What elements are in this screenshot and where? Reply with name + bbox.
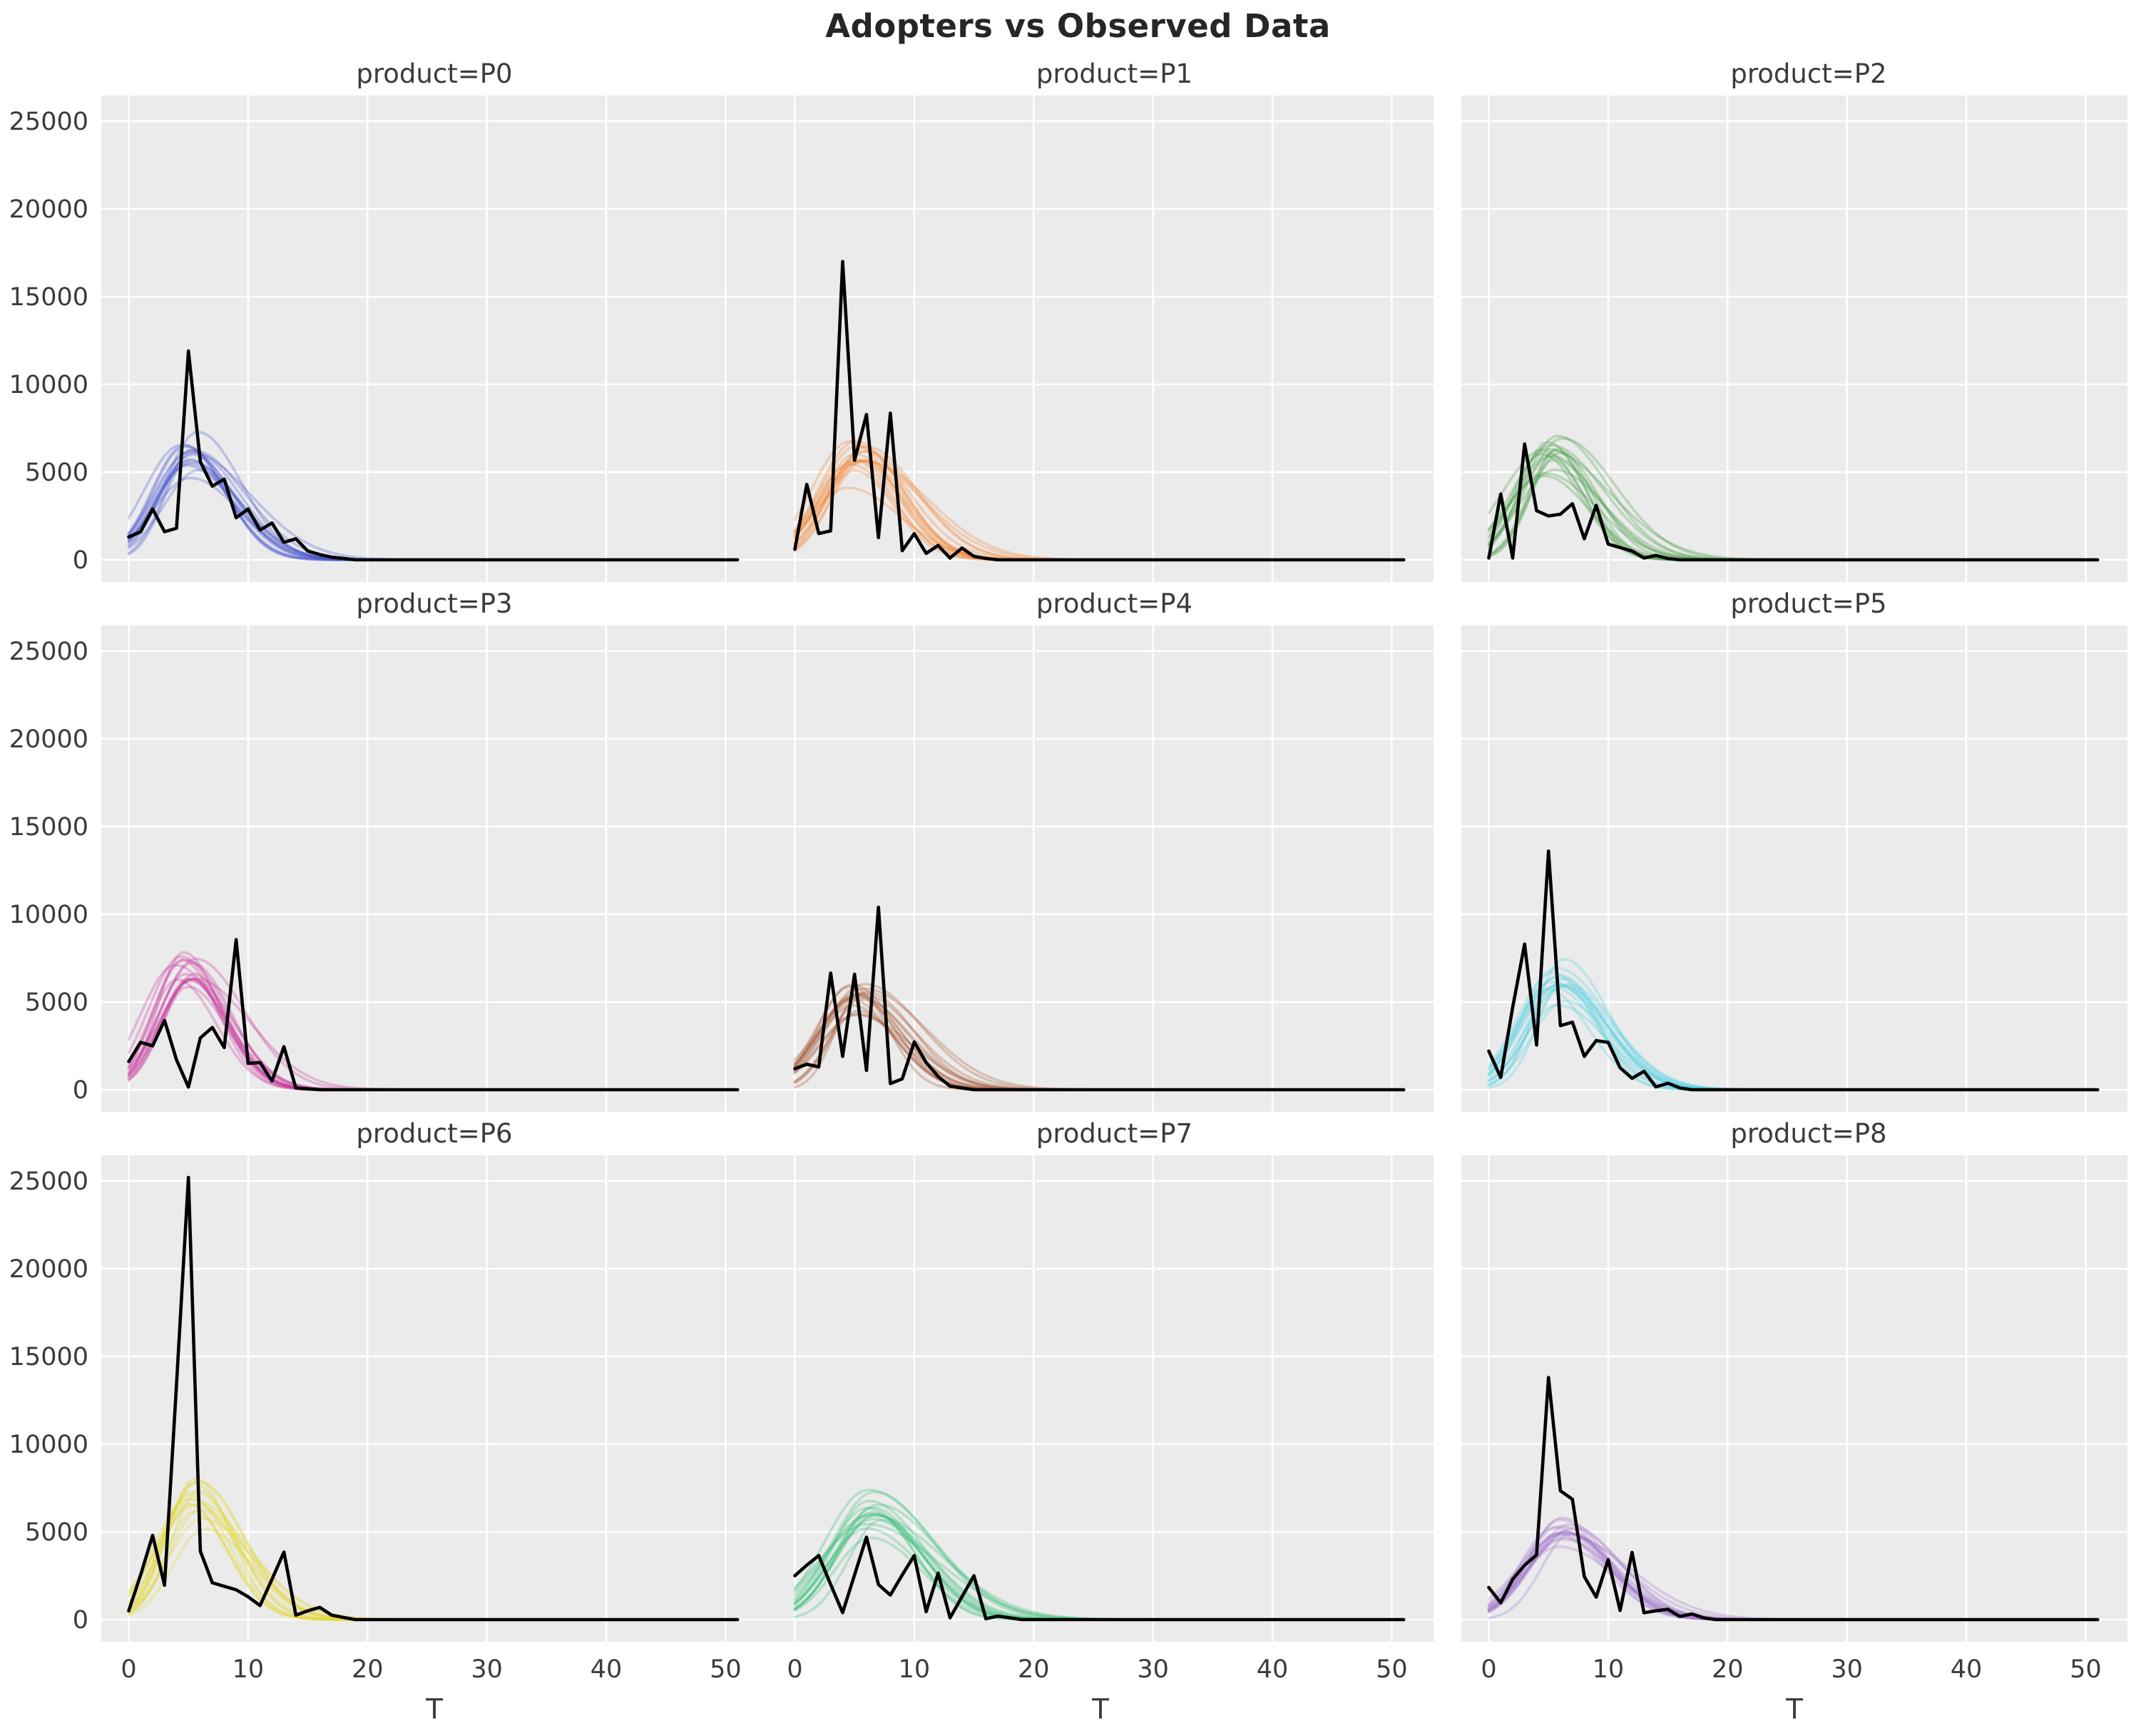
svg-text:50: 50 [1376,1655,1408,1684]
svg-text:20000: 20000 [9,1255,88,1284]
svg-text:30: 30 [1831,1655,1863,1684]
plot-product-P6: 0 5000 10000 15000 20000 25000 0 10 20 30 40 50 T [9,1155,767,1726]
panel-title-P5: product=P5 [1730,588,1887,619]
plot-product-P3: 0 5000 10000 15000 20000 25000 [9,625,767,1112]
figure-title: Adopters vs Observed Data [825,7,1331,45]
panel-product-P2: product=P2 [1461,52,2156,582]
svg-text:25000: 25000 [9,638,88,666]
svg-text:30: 30 [1137,1655,1169,1684]
panel-product-P0: product=P0 0 5000 10000 15000 20000 25000 [0,52,767,582]
facet-grid: product=P0 0 5000 10000 15000 20000 25000 pro… [0,52,2156,1728]
svg-text:10: 10 [899,1655,931,1684]
panel-title-P6: product=P6 [356,1118,513,1149]
panel-title-P4: product=P4 [1036,588,1193,619]
plot-product-P5 [1461,625,2127,1112]
svg-text:5000: 5000 [25,1518,88,1547]
panel-title-P2: product=P2 [1730,58,1887,89]
svg-text:15000: 15000 [9,813,88,842]
svg-text:15000: 15000 [9,283,88,312]
svg-text:40: 40 [1257,1655,1289,1684]
svg-text:10: 10 [1593,1655,1625,1684]
svg-text:0: 0 [73,546,88,575]
svg-text:20: 20 [352,1655,384,1684]
plot-product-P4 [767,625,1434,1112]
svg-text:20: 20 [1712,1655,1744,1684]
svg-text:50: 50 [2070,1655,2102,1684]
plot-product-P0: 0 5000 10000 15000 20000 25000 [9,96,767,582]
panel-product-P4: product=P4 [767,582,1461,1112]
svg-text:10000: 10000 [9,901,88,929]
svg-text:25000: 25000 [9,108,88,136]
svg-text:50: 50 [710,1655,742,1684]
svg-text:10000: 10000 [9,1431,88,1459]
panel-title-P3: product=P3 [356,588,513,619]
panel-title-P0: product=P0 [356,58,513,89]
svg-text:25000: 25000 [9,1167,88,1196]
svg-text:0: 0 [73,1606,88,1635]
svg-text:40: 40 [591,1655,623,1684]
panel-product-P7: product=P7 0 10 20 30 40 50 T [767,1112,1461,1728]
panel-title-P7: product=P7 [1036,1118,1193,1149]
svg-text:0: 0 [1481,1655,1496,1684]
svg-text:10000: 10000 [9,371,88,399]
panel-product-P6: product=P6 0 5000 10000 15000 20000 25000 0 10 2… [0,1112,767,1728]
panel-product-P1: product=P1 [767,52,1461,582]
svg-text:5000: 5000 [25,988,88,1017]
panel-title-P1: product=P1 [1036,58,1193,89]
plot-product-P2 [1461,96,2127,582]
plot-product-P7: 0 10 20 30 40 50 T [767,1155,1434,1726]
svg-text:15000: 15000 [9,1343,88,1371]
svg-text:20: 20 [1018,1655,1050,1684]
svg-text:0: 0 [73,1076,88,1105]
panel-product-P3: product=P3 0 5000 10000 15000 20000 25000 [0,582,767,1112]
plot-product-P8: 0 10 20 30 40 50 T [1461,1155,2127,1726]
svg-text:5000: 5000 [25,459,88,487]
panel-product-P5: product=P5 [1461,582,2156,1112]
svg-text:0: 0 [121,1655,136,1684]
svg-text:20000: 20000 [9,725,88,754]
svg-text:40: 40 [1951,1655,1983,1684]
svg-text:20000: 20000 [9,195,88,224]
svg-text:T: T [1785,1694,1803,1726]
svg-text:10: 10 [233,1655,265,1684]
panel-title-P8: product=P8 [1730,1118,1887,1149]
svg-text:T: T [1091,1694,1109,1726]
svg-text:0: 0 [787,1655,802,1684]
svg-text:30: 30 [471,1655,503,1684]
svg-text:T: T [425,1694,443,1726]
panel-product-P8: product=P8 0 10 20 30 40 50 T [1461,1112,2156,1728]
plot-product-P1 [767,96,1434,582]
